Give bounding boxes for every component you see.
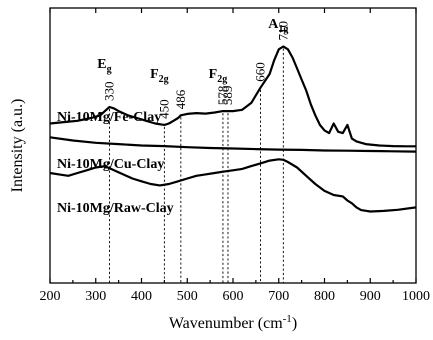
peak-label: 710 — [275, 21, 290, 41]
x-tick-label: 300 — [85, 289, 106, 304]
x-tick-label: 800 — [314, 289, 335, 304]
peak-label: 486 — [173, 89, 188, 109]
reference-lines — [109, 48, 284, 283]
series-line-ni-10mg-raw-clay — [49, 158, 417, 213]
plot-frame — [49, 7, 417, 284]
peak-label: 450 — [156, 99, 171, 119]
series-label-ni-10mg-fe-clay: Ni-10Mg/Fe-Clay — [57, 110, 161, 125]
series-line-ni-10mg-fe-clay — [49, 45, 416, 148]
x-tick-label: 700 — [268, 289, 289, 304]
x-tick-label: 1000 — [402, 289, 430, 304]
peak-label: 660 — [252, 62, 267, 82]
series-label-ni-10mg-cu-clay: Ni-10Mg/Cu-Clay — [57, 157, 164, 172]
x-tick-labels: 200 300 400 500 600 700 800 900 1000 — [40, 289, 431, 304]
x-tick-label: 400 — [131, 289, 152, 304]
mode-label: F2g — [209, 67, 228, 85]
x-tick-label: 500 — [177, 289, 198, 304]
x-axis-title: Wavenumber (cm-1) — [169, 313, 297, 332]
series-label-ni-10mg-raw-clay: Ni-10Mg/Raw-Clay — [57, 201, 174, 216]
mode-label: Eg — [97, 57, 111, 75]
mode-label: F2g — [150, 67, 169, 85]
peak-label: 330 — [101, 81, 116, 101]
vibration-mode-labels: Eg F2g F2g A1g — [97, 17, 288, 85]
peak-label: 578 — [215, 86, 230, 106]
y-axis-title: Intensity (a.u.) — [9, 99, 26, 193]
x-tick-label: 200 — [40, 289, 61, 304]
spectra-series — [49, 45, 417, 213]
x-tick-label: 600 — [223, 289, 244, 304]
axis-ticks — [49, 8, 417, 283]
mode-label: A1g — [268, 17, 288, 35]
x-tick-label: 900 — [360, 289, 381, 304]
series-line-ni-10mg-cu-clay — [49, 136, 417, 153]
peak-label: 589 — [220, 86, 235, 106]
series-name-labels: Ni-10Mg/Fe-Clay Ni-10Mg/Cu-Clay Ni-10Mg/Ra… — [57, 110, 174, 216]
